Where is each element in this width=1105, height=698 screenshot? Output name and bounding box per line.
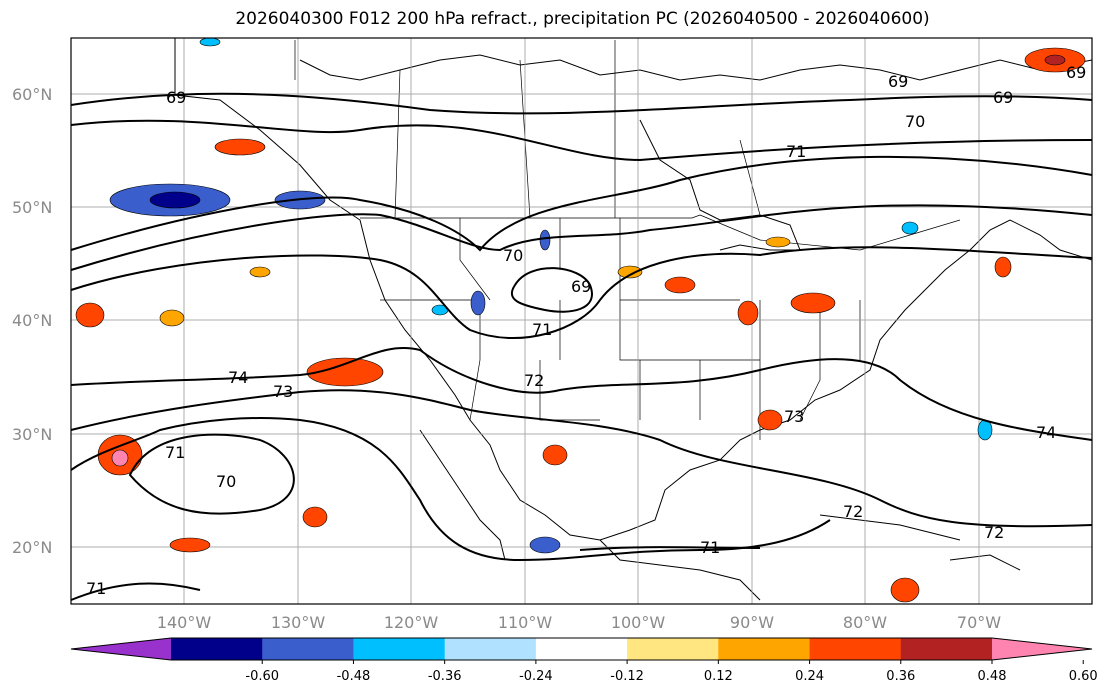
colorbar-extend-low	[71, 638, 171, 660]
colorbar-outline	[70, 637, 1093, 661]
precip-positive-blob	[757, 409, 783, 431]
contour-label: 72	[843, 502, 863, 521]
lon-label: 70°W	[957, 613, 1001, 632]
precip-blobs	[75, 37, 1086, 603]
precip-positive-blob	[75, 302, 105, 328]
colorbar: -0.60 -0.48 -0.36 -0.24 -0.12 0.12 0.24 0.36 0.4…	[70, 637, 1098, 684]
precip-positive-blob	[302, 506, 328, 528]
contour-label: 69	[571, 277, 591, 296]
precip-negative-blob	[149, 191, 201, 209]
map-frame	[70, 37, 1093, 605]
precip-negative-blob	[529, 536, 561, 554]
lon-label: 120°W	[384, 613, 439, 632]
map-panel	[70, 37, 1093, 605]
colorbar-tick-label: -0.36	[428, 669, 462, 684]
contour-label: 69	[1066, 63, 1086, 82]
contour-label: 71	[165, 443, 185, 462]
precip-positive-blob	[306, 357, 384, 387]
contour-label: 70	[905, 112, 925, 131]
colorbar-segment	[444, 638, 537, 660]
colorbar-tick-label: 0.24	[795, 669, 824, 684]
lat-label: 20°N	[12, 538, 52, 557]
contour-label: 71	[532, 320, 552, 339]
colorbar-segment	[900, 638, 993, 660]
precip-positive-blob	[617, 265, 643, 279]
colorbar-tick-label: -0.60	[245, 669, 279, 684]
coastline	[299, 54, 1093, 81]
lon-label: 110°W	[498, 613, 553, 632]
precip-negative-blob	[539, 229, 551, 251]
contour-label: 69	[888, 72, 908, 91]
precip-positive-blob	[737, 300, 759, 326]
coastline	[599, 539, 761, 601]
precip-positive-blob	[790, 292, 836, 314]
contour-label: 71	[700, 538, 720, 557]
lon-label: 130°W	[271, 613, 326, 632]
precip-positive-blob	[664, 276, 696, 294]
precip-positive-blob	[249, 266, 271, 278]
colorbar-tick-label: -0.48	[337, 669, 371, 684]
precip-positive-blob	[111, 449, 129, 467]
refractivity-contours	[70, 92, 1093, 601]
precip-negative-blob	[977, 419, 993, 441]
colorbar-segment	[171, 638, 263, 660]
lon-label: 140°W	[157, 613, 212, 632]
lat-label: 60°N	[12, 85, 52, 104]
colorbar-segment	[535, 638, 628, 660]
lon-label: 80°W	[843, 613, 887, 632]
colorbar-tick-label: 0.12	[704, 669, 733, 684]
contour-label: 73	[784, 407, 804, 426]
contour-labels: 69 69 69 69 70 71 70 69 71 74 73 72 73 7…	[86, 63, 1086, 598]
colorbar-segment	[627, 638, 719, 660]
precip-positive-blob	[890, 577, 920, 603]
contour-label: 69	[166, 88, 186, 107]
chart-title: 2026040300 F012 200 hPa refract., precip…	[235, 9, 930, 29]
precip-positive-blob	[994, 256, 1012, 278]
coastline	[819, 514, 1021, 571]
contour-label: 74	[228, 368, 248, 387]
contour-label: 70	[216, 472, 236, 491]
lon-label: 90°W	[730, 613, 774, 632]
lon-axis: 140°W 130°W 120°W 110°W 100°W 90°W 80°W …	[157, 613, 1001, 632]
colorbar-tick-label: -0.12	[610, 669, 644, 684]
colorbar-tick-label: 0.60	[1069, 669, 1098, 684]
precip-positive-blob	[159, 309, 185, 327]
precip-negative-blob	[901, 221, 919, 235]
contour-label: 71	[786, 142, 806, 161]
lat-label: 40°N	[12, 311, 52, 330]
lat-label: 30°N	[12, 425, 52, 444]
lon-label: 100°W	[611, 613, 666, 632]
colorbar-segment	[353, 638, 446, 660]
colorbar-tick-label: 0.48	[978, 669, 1007, 684]
precip-positive-blob	[1044, 54, 1066, 66]
colorbar-tick-label: 0.36	[886, 669, 915, 684]
colorbar-segment	[809, 638, 902, 660]
colorbar-segment	[262, 638, 354, 660]
contour-label: 71	[86, 579, 106, 598]
contour-label: 72	[984, 523, 1004, 542]
contour-label: 74	[1036, 423, 1056, 442]
precip-positive-blob	[214, 138, 266, 156]
contour-label: 69	[993, 88, 1013, 107]
precip-positive-blob	[765, 236, 791, 248]
precip-positive-blob	[542, 444, 568, 466]
contour-label: 70	[503, 246, 523, 265]
precip-positive-blob	[169, 537, 211, 553]
lat-axis: 60°N 50°N 40°N 30°N 20°N	[12, 85, 52, 557]
colorbar-segment	[718, 638, 811, 660]
colorbar-extend-high	[992, 638, 1092, 660]
contour-label: 72	[524, 371, 544, 390]
contour-label: 73	[273, 382, 293, 401]
precip-negative-blob	[470, 290, 486, 316]
coastline	[174, 38, 1093, 541]
colorbar-tick-label: -0.24	[519, 669, 553, 684]
coastline	[419, 429, 506, 561]
precip-negative-blob	[199, 37, 221, 47]
lat-label: 50°N	[12, 198, 52, 217]
